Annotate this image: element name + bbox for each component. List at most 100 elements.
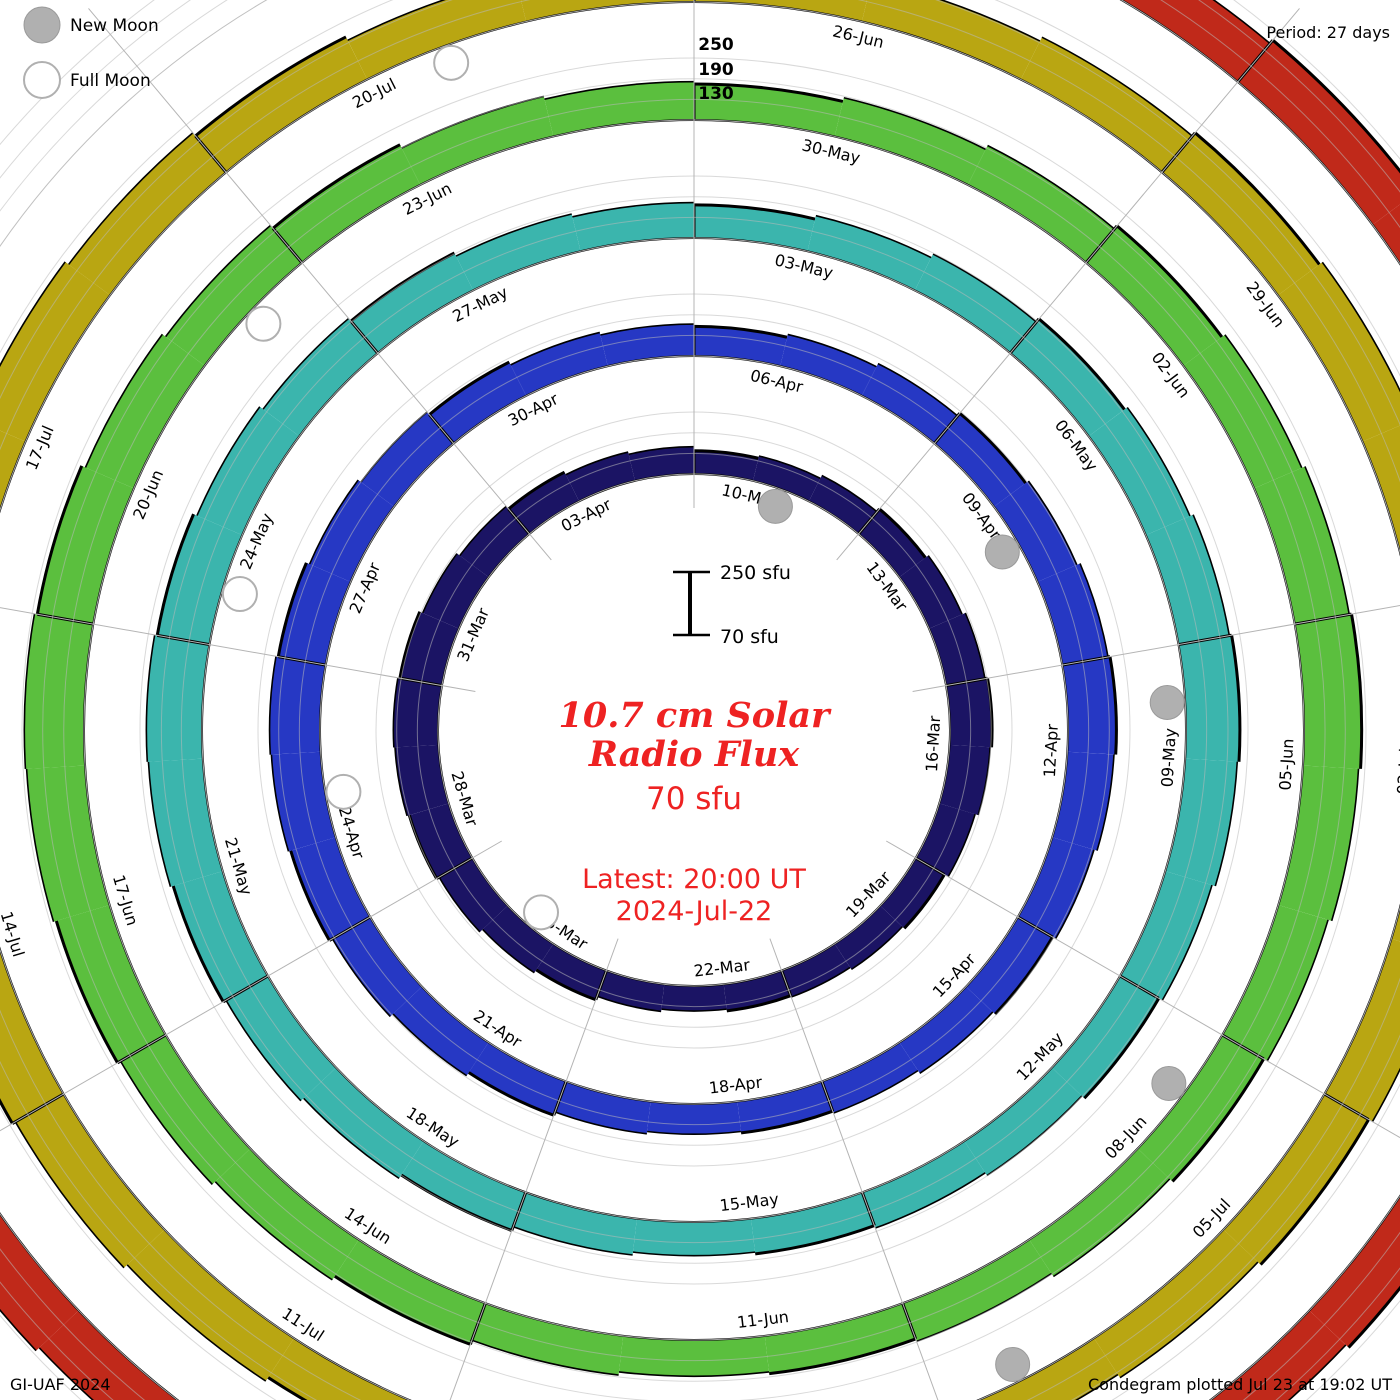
segment-cap bbox=[1108, 656, 1118, 755]
data-segment bbox=[1237, 40, 1400, 225]
radial-tick-130: 130 bbox=[698, 84, 734, 104]
segment-cap bbox=[903, 873, 946, 930]
segment-cap bbox=[740, 1109, 834, 1135]
segment-cap bbox=[1096, 754, 1115, 851]
data-segment bbox=[520, 0, 694, 22]
segment-cap bbox=[932, 253, 1037, 323]
segment-cap bbox=[1214, 761, 1239, 887]
segment-cap bbox=[554, 1111, 647, 1135]
center-latest-time: Latest: 20:00 UT bbox=[582, 864, 806, 895]
ring-date-label: 09-May bbox=[1157, 728, 1179, 788]
segment-cap bbox=[1212, 0, 1271, 45]
segment-cap bbox=[455, 213, 572, 257]
center-latest-date: 2024-Jul-22 bbox=[616, 896, 773, 927]
segment-cap bbox=[394, 747, 408, 817]
data-segment bbox=[334, 1239, 486, 1345]
ring-guide-arc bbox=[42, 78, 1346, 1382]
data-segment bbox=[146, 634, 210, 762]
radial-spoke bbox=[886, 840, 1400, 1139]
data-segment bbox=[468, 1042, 567, 1116]
segment-cap bbox=[878, 507, 927, 559]
center-info: 10.7 cm Solar Radio Flux 70 sfu Latest: … bbox=[559, 695, 833, 927]
segment-cap bbox=[428, 360, 510, 416]
full-moon-marker-icon bbox=[523, 894, 560, 931]
ring-guide-arc bbox=[180, 216, 1208, 1244]
ring-guide-arc bbox=[416, 452, 972, 1008]
data-segment bbox=[1051, 976, 1159, 1099]
ring-date-label: 11-Jun bbox=[736, 1307, 790, 1332]
segment-cap bbox=[565, 451, 629, 476]
segment-cap bbox=[939, 0, 1041, 42]
data-segment bbox=[780, 334, 877, 396]
segment-cap bbox=[596, 995, 662, 1013]
radial-spoke bbox=[0, 840, 502, 1132]
segment-cap bbox=[1037, 317, 1126, 411]
segment-cap bbox=[755, 1224, 875, 1256]
data-segment bbox=[861, 363, 958, 444]
segment-cap bbox=[815, 214, 932, 259]
ring-date-label: 16-Mar bbox=[922, 715, 944, 773]
ring-guide-arc bbox=[298, 334, 1090, 1126]
data-segment bbox=[195, 36, 368, 173]
segment-cap bbox=[25, 768, 55, 922]
segment-cap bbox=[833, 1069, 919, 1114]
data-ring bbox=[145, 201, 1242, 1257]
data-segment bbox=[0, 261, 111, 442]
data-segment bbox=[880, 858, 945, 929]
segment-cap bbox=[875, 1172, 986, 1229]
data-segment bbox=[225, 976, 337, 1101]
data-segment bbox=[632, 1218, 756, 1256]
segment-cap bbox=[964, 612, 986, 679]
data-segment bbox=[1161, 132, 1320, 296]
segment-cap bbox=[632, 1251, 756, 1257]
data-segment bbox=[332, 917, 422, 1017]
segment-cap bbox=[14, 1121, 125, 1269]
segment-cap bbox=[196, 406, 261, 516]
data-segment bbox=[120, 1035, 251, 1185]
legend-full-moon-label: Full Moon bbox=[70, 71, 151, 91]
data-segment bbox=[964, 1067, 1082, 1176]
radial-tick-190: 190 bbox=[698, 60, 734, 80]
radial-spoke bbox=[769, 938, 939, 1400]
segment-cap bbox=[1027, 480, 1078, 566]
segment-cap bbox=[471, 1339, 619, 1376]
data-segment bbox=[899, 555, 963, 629]
data-segment bbox=[751, 1192, 875, 1254]
segment-cap bbox=[392, 1013, 468, 1077]
data-segment bbox=[834, 97, 986, 185]
full-moon-marker-icon bbox=[433, 44, 470, 81]
data-segment bbox=[694, 204, 816, 252]
data-segment bbox=[196, 406, 300, 536]
data-segment bbox=[0, 1213, 79, 1351]
segment-cap bbox=[84, 333, 164, 468]
segment-cap bbox=[977, 747, 991, 816]
data-segment bbox=[268, 1338, 410, 1400]
segment-cap bbox=[331, 938, 391, 1018]
full-moon-marker-icon bbox=[325, 773, 362, 810]
segment-cap bbox=[1259, 1118, 1370, 1266]
segment-cap bbox=[994, 936, 1054, 1016]
data-segment bbox=[1120, 871, 1212, 1001]
data-segment bbox=[471, 1303, 624, 1376]
segment-cap bbox=[544, 80, 695, 100]
data-segment bbox=[661, 984, 727, 1012]
segment-cap bbox=[392, 677, 399, 748]
period-label: Period: 27 days bbox=[1266, 23, 1390, 42]
segment-cap bbox=[1304, 466, 1351, 615]
data-segment bbox=[939, 744, 991, 816]
segment-cap bbox=[947, 813, 976, 878]
center-current-value: 70 sfu bbox=[646, 781, 742, 817]
data-segment bbox=[482, 905, 554, 973]
segment-cap bbox=[1350, 613, 1364, 769]
data-segment bbox=[215, 1148, 359, 1280]
data-segment bbox=[862, 1141, 986, 1229]
data-segment bbox=[764, 1303, 916, 1374]
ring-guide-arc bbox=[62, 98, 1326, 1362]
segment-cap bbox=[194, 35, 347, 138]
ring-guide-arc bbox=[437, 473, 951, 987]
segment-cap bbox=[303, 1097, 400, 1180]
full-moon-icon bbox=[23, 61, 61, 99]
segment-cap bbox=[821, 474, 878, 513]
segment-cap bbox=[843, 96, 986, 151]
